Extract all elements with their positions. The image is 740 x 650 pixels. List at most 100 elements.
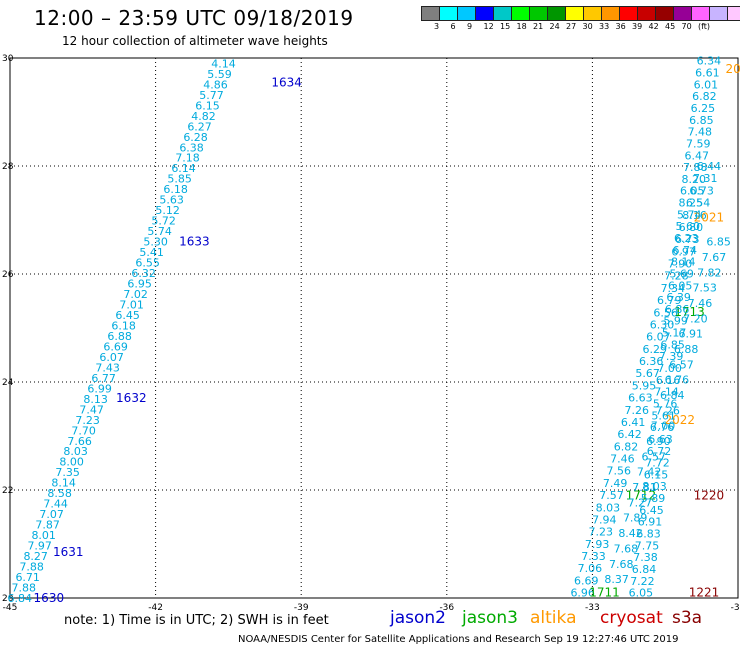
swh-value: 7.81 bbox=[632, 481, 657, 494]
swh-value: 7.33 bbox=[581, 550, 606, 563]
swh-value: 5.85 bbox=[167, 173, 192, 186]
swh-value: 6.54 bbox=[686, 197, 711, 210]
swh-value: 6.73 bbox=[689, 184, 714, 197]
swh-value: 7.31 bbox=[693, 172, 718, 185]
swh-value: 6.79 bbox=[657, 294, 682, 307]
swh-value: 6.45 bbox=[639, 504, 664, 517]
color-scale-label: 6 bbox=[450, 22, 456, 31]
swh-value: 6.32 bbox=[131, 267, 156, 280]
swh-value: 6.63 bbox=[628, 392, 653, 405]
color-scale-label: 33 bbox=[599, 22, 610, 31]
swh-value: 7.26 bbox=[655, 404, 680, 417]
swh-value: 7.23 bbox=[588, 526, 613, 539]
swh-value: 7.67 bbox=[702, 251, 727, 264]
swh-value: 5.30 bbox=[143, 236, 168, 249]
swh-value: 7.70 bbox=[71, 424, 96, 437]
swh-value: 6.29 bbox=[643, 343, 668, 356]
swh-value: 5.69 bbox=[669, 267, 694, 280]
swh-value: 7.28 bbox=[664, 270, 689, 283]
color-scale-label: 30 bbox=[582, 22, 593, 31]
swh-value: 8.13 bbox=[83, 393, 108, 406]
swh-value: 7.00 bbox=[651, 420, 676, 433]
swh-value: 7.59 bbox=[686, 137, 711, 150]
swh-value: 7.87 bbox=[35, 519, 60, 532]
swh-value: 7.06 bbox=[578, 562, 603, 575]
swh-value: 6.44 bbox=[697, 160, 722, 173]
swh-value: 7.94 bbox=[592, 513, 617, 526]
chart-title: 12:00 – 23:59 UTC 09/18/2019 bbox=[34, 6, 354, 30]
swh-value: 6.23 bbox=[674, 232, 699, 245]
swh-value: 6.91 bbox=[638, 516, 663, 529]
pass-label: 1713 bbox=[674, 305, 705, 319]
swh-value: 6.69 bbox=[574, 574, 599, 587]
y-tick-label: 20 bbox=[2, 594, 14, 604]
swh-value: 7.57 bbox=[599, 489, 624, 502]
swh-value: 6.25 bbox=[691, 102, 716, 115]
swh-value: 7.44 bbox=[43, 498, 68, 511]
x-tick-label: -42 bbox=[148, 603, 163, 613]
swh-value: 6.84 bbox=[7, 592, 32, 605]
swh-value: 5.72 bbox=[151, 215, 176, 228]
swh-value: 6.41 bbox=[621, 416, 646, 429]
y-tick-label: 28 bbox=[2, 162, 14, 172]
x-tick-label: -30 bbox=[731, 603, 740, 613]
swh-value: 7.68 bbox=[614, 542, 639, 555]
swh-value: 6.82 bbox=[692, 90, 717, 103]
swh-value: 6.39 bbox=[666, 291, 691, 304]
swh-value: 6.07 bbox=[99, 351, 124, 364]
swh-value: 7.75 bbox=[635, 539, 660, 552]
swh-value: 6.57 bbox=[669, 358, 694, 371]
swh-value: 7.89 bbox=[623, 512, 648, 525]
swh-value: 5.60 bbox=[675, 220, 700, 233]
swh-value: 5.77 bbox=[199, 89, 224, 102]
swh-value: 5.12 bbox=[155, 204, 180, 217]
swh-value: 5.17 bbox=[662, 327, 687, 340]
swh-value: 6.42 bbox=[617, 428, 642, 441]
swh-value: 5.95 bbox=[632, 379, 657, 392]
swh-value: 5.59 bbox=[207, 68, 232, 81]
swh-value: 7.20 bbox=[683, 312, 708, 325]
swh-value: 7.88 bbox=[19, 561, 44, 574]
swh-value: 5.74 bbox=[147, 225, 172, 238]
swh-value: 7.46 bbox=[688, 297, 713, 310]
swh-value: 8.25 bbox=[679, 197, 704, 210]
swh-value: 6.88 bbox=[674, 343, 699, 356]
swh-value: 8.42 bbox=[618, 527, 643, 540]
swh-value: 7.72 bbox=[645, 457, 670, 470]
x-tick-label: -45 bbox=[3, 603, 18, 613]
swh-value: 6.28 bbox=[183, 131, 208, 144]
color-scale-label: 18 bbox=[516, 22, 527, 31]
swh-value: 6.61 bbox=[695, 67, 720, 80]
color-swatch bbox=[727, 6, 740, 21]
swh-value: 6.95 bbox=[127, 278, 152, 291]
swh-value: 7.22 bbox=[630, 575, 655, 588]
swh-value: 8.00 bbox=[59, 456, 84, 469]
pass-label: 2021 bbox=[694, 210, 725, 224]
swh-value: 7.43 bbox=[95, 361, 120, 374]
swh-value: 7.82 bbox=[697, 266, 722, 279]
swh-value: 6.85 bbox=[689, 114, 714, 127]
pass-label: 1712 bbox=[626, 488, 657, 502]
swh-value: 8.16 bbox=[682, 209, 707, 222]
swh-value: 6.05 bbox=[668, 279, 693, 292]
swh-value: 6.88 bbox=[107, 330, 132, 343]
swh-value: 6.56 bbox=[653, 306, 678, 319]
swh-value: 6.07 bbox=[646, 331, 671, 344]
swh-value: 5.74 bbox=[677, 208, 702, 221]
swh-value: 7.66 bbox=[67, 435, 92, 448]
swh-value: 6.14 bbox=[171, 162, 196, 175]
swh-value: 6.47 bbox=[685, 149, 710, 162]
swh-value: 5.61 bbox=[651, 409, 676, 422]
swh-value: 6.82 bbox=[614, 440, 639, 453]
swh-value: 8.14 bbox=[671, 256, 696, 269]
swh-value: 8.03 bbox=[63, 445, 88, 458]
swh-value: 7.53 bbox=[692, 282, 717, 295]
pass-label: 1632 bbox=[116, 391, 147, 405]
swh-value: 7.47 bbox=[79, 403, 104, 416]
swh-value: 7.01 bbox=[119, 298, 144, 311]
legend-entry-cryosat: cryosat bbox=[600, 608, 663, 628]
swh-value: 7.39 bbox=[659, 350, 684, 363]
swh-value: 6.05 bbox=[629, 587, 654, 600]
swh-value: 6.91 bbox=[679, 328, 704, 341]
